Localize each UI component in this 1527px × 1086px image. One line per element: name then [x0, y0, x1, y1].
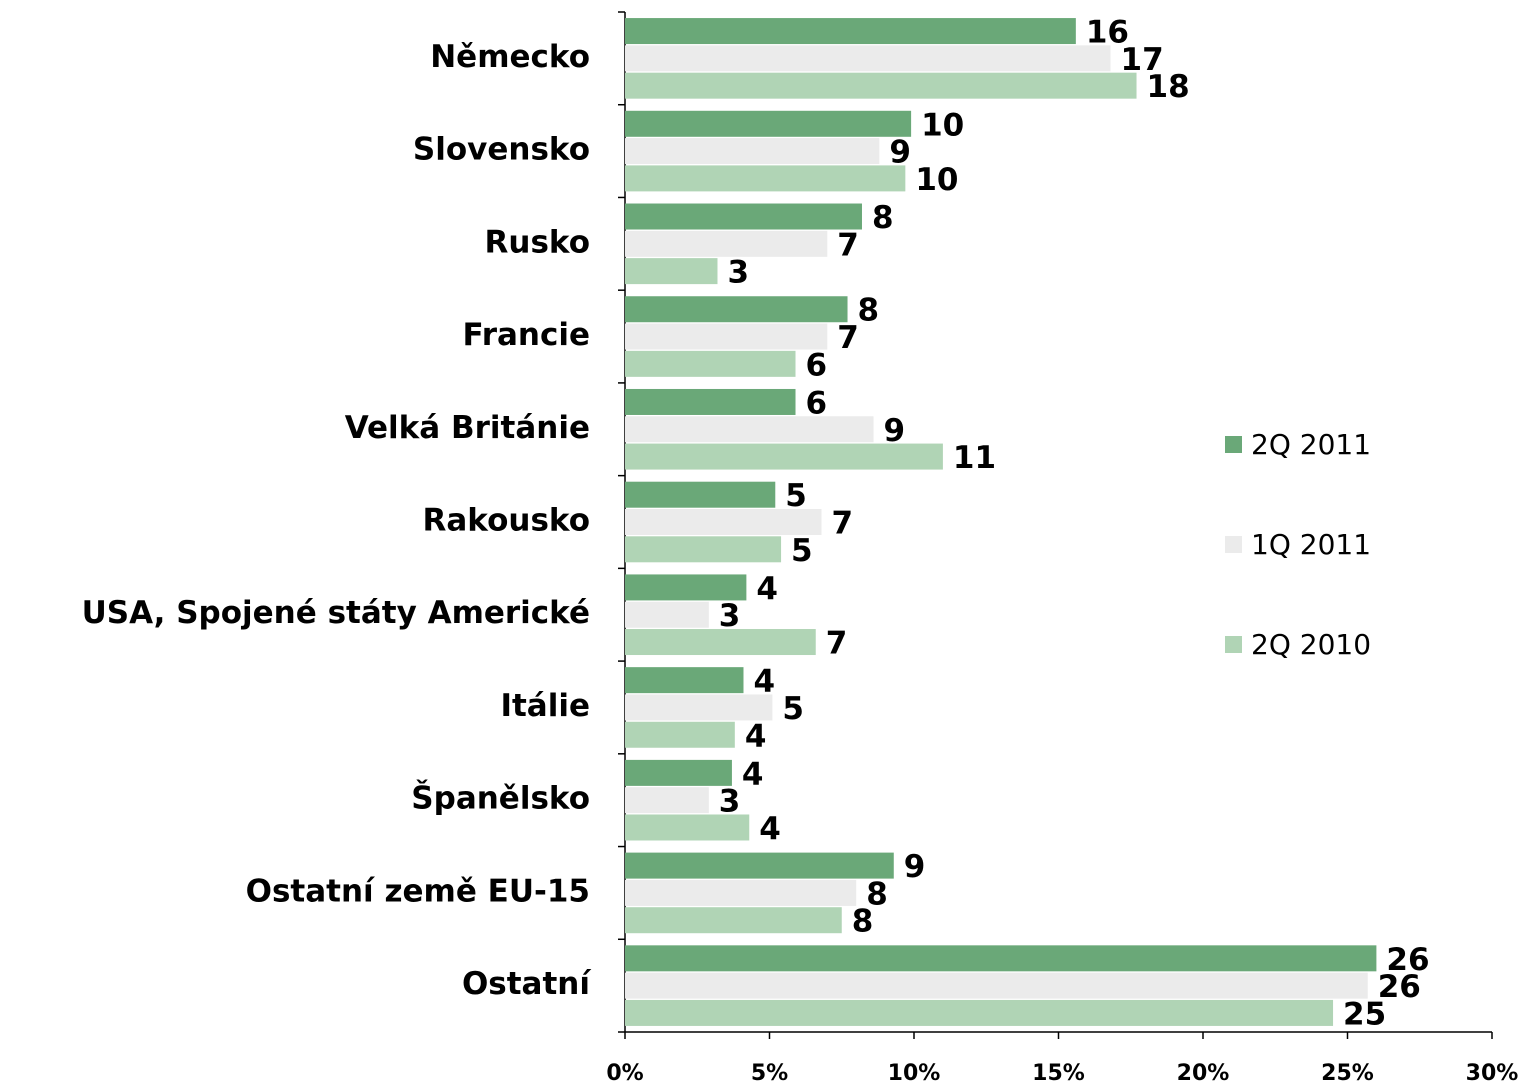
bar [625, 852, 894, 879]
x-tick-label: 5% [751, 1061, 788, 1086]
category-label: Španělsko [411, 780, 590, 817]
bar [625, 258, 718, 285]
legend-swatch [1225, 636, 1242, 653]
value-label: 9 [884, 413, 906, 449]
category-label: Slovensko [413, 132, 590, 168]
bar [625, 787, 709, 814]
value-label: 6 [806, 347, 828, 383]
bar [625, 536, 782, 563]
category-label: Rakousko [423, 503, 590, 539]
x-tick-label: 20% [1177, 1061, 1230, 1086]
value-label: 4 [745, 718, 767, 754]
bar [625, 203, 862, 230]
bar [625, 907, 842, 934]
bar [625, 694, 773, 721]
bar [625, 72, 1137, 99]
legend-label: 2Q 2011 [1251, 428, 1371, 461]
value-label: 9 [889, 135, 911, 171]
bar [625, 416, 874, 443]
bar [625, 230, 828, 257]
value-label: 17 [1121, 42, 1164, 78]
value-label: 16 [1086, 15, 1129, 51]
bar [625, 759, 732, 786]
bar [625, 296, 848, 323]
category-label: Rusko [485, 224, 590, 260]
bar [625, 323, 828, 350]
x-tick-label: 15% [1032, 1061, 1085, 1086]
category-label: Německo [430, 39, 590, 75]
category-label: Velká Británie [345, 410, 590, 446]
category-label: Ostatní [462, 966, 591, 1002]
value-label: 26 [1378, 969, 1421, 1005]
x-tick-label: 10% [888, 1061, 941, 1086]
x-tick-label: 30% [1466, 1061, 1519, 1086]
value-label: 3 [719, 784, 741, 820]
value-label: 10 [921, 107, 964, 143]
bar [625, 138, 880, 165]
bar [625, 999, 1334, 1026]
value-label: 7 [837, 227, 859, 263]
bar [625, 629, 816, 656]
category-label: Francie [463, 317, 591, 353]
bar [625, 481, 776, 508]
value-label: 25 [1343, 996, 1386, 1032]
x-tick-label: 0% [606, 1061, 643, 1086]
bar [625, 814, 750, 841]
bar [625, 443, 943, 470]
bar [625, 45, 1111, 72]
legend-swatch [1225, 536, 1242, 553]
bar [625, 388, 796, 415]
value-label: 8 [872, 200, 894, 236]
bar [625, 110, 912, 137]
legend-label: 1Q 2011 [1251, 528, 1371, 561]
value-label: 11 [953, 440, 996, 476]
legend-swatch [1225, 436, 1242, 453]
value-label: 3 [719, 598, 741, 634]
bar [625, 945, 1377, 972]
value-label: 6 [806, 385, 828, 421]
bar [625, 165, 906, 192]
value-label: 5 [785, 478, 807, 514]
bar [625, 574, 747, 601]
value-label: 4 [756, 571, 778, 607]
value-label: 4 [742, 756, 764, 792]
value-label: 8 [858, 293, 880, 329]
category-label: Itálie [500, 688, 590, 724]
value-label: 5 [782, 691, 804, 727]
category-label: USA, Spojené státy Americké [82, 595, 590, 631]
value-label: 4 [759, 811, 781, 847]
legend-label: 2Q 2010 [1251, 628, 1371, 661]
bar [625, 509, 822, 535]
value-label: 3 [727, 255, 749, 291]
value-label: 18 [1147, 69, 1190, 105]
bar [625, 601, 709, 628]
value-label: 7 [826, 626, 848, 662]
value-label: 4 [753, 664, 775, 700]
bar [625, 18, 1076, 45]
value-label: 8 [852, 904, 874, 940]
x-tick-label: 25% [1321, 1061, 1374, 1086]
value-label: 7 [837, 320, 859, 356]
value-label: 9 [904, 849, 926, 885]
bar [625, 721, 735, 748]
bar [625, 350, 796, 377]
value-label: 10 [915, 162, 958, 198]
value-label: 26 [1386, 942, 1429, 978]
value-label: 5 [791, 533, 813, 569]
bar [625, 667, 744, 694]
bar [625, 879, 857, 906]
value-label: 8 [866, 876, 888, 912]
bar [625, 972, 1368, 999]
category-label: Ostatní země EU-15 [246, 873, 590, 909]
value-label: 7 [832, 506, 854, 542]
